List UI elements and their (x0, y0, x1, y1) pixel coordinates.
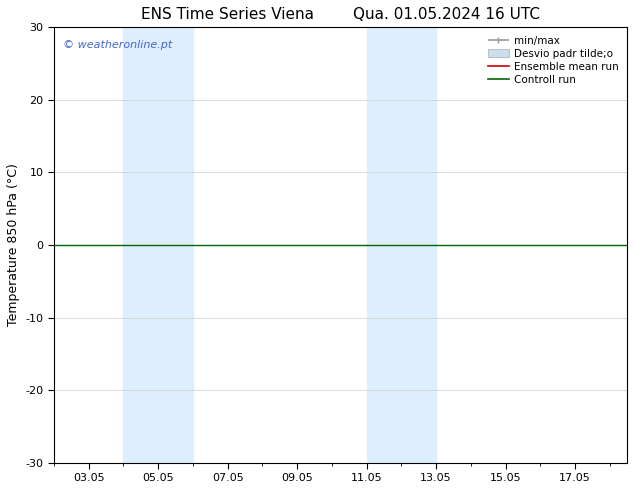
Bar (366, 27, 436, 463)
Bar (124, 27, 193, 463)
Text: © weatheronline.pt: © weatheronline.pt (63, 40, 172, 50)
Y-axis label: Temperature 850 hPa (°C): Temperature 850 hPa (°C) (7, 164, 20, 326)
Title: ENS Time Series Viena        Qua. 01.05.2024 16 UTC: ENS Time Series Viena Qua. 01.05.2024 16… (141, 7, 540, 22)
Legend: min/max, Desvio padr tilde;o, Ensemble mean run, Controll run: min/max, Desvio padr tilde;o, Ensemble m… (485, 32, 622, 88)
